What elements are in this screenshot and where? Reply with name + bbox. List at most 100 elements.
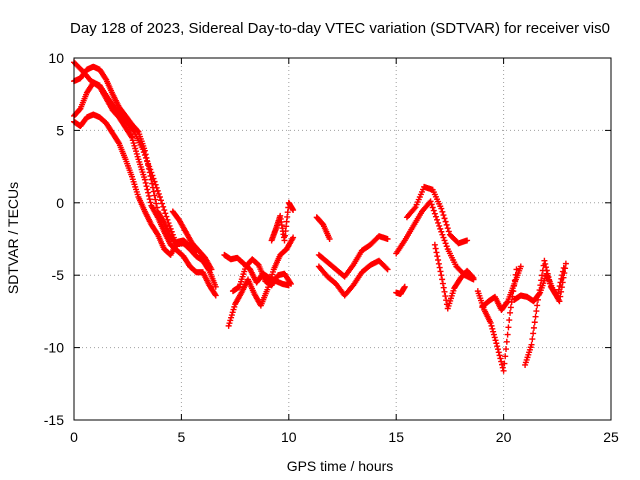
series-segment-16-19-h-lower <box>431 241 477 312</box>
data-point <box>148 169 155 176</box>
data-point <box>160 203 167 210</box>
data-point <box>212 283 219 290</box>
data-point <box>496 352 503 359</box>
series-segment-11-15-h-lower <box>315 257 391 299</box>
data-point <box>134 153 141 160</box>
series-segment-15-19-h-upper <box>403 183 471 247</box>
data-point <box>150 188 157 195</box>
data-point <box>430 207 437 214</box>
data-point <box>142 179 149 186</box>
data-point <box>441 288 448 295</box>
data-point <box>173 240 180 247</box>
x-tick-label: 10 <box>281 429 297 445</box>
data-point <box>440 284 447 291</box>
data-point <box>434 216 441 223</box>
plot-frame <box>73 57 612 421</box>
data-point <box>441 237 448 244</box>
data-point <box>133 148 140 155</box>
data-point <box>440 212 447 219</box>
data-point <box>170 234 177 241</box>
data-point <box>439 208 446 215</box>
data-point <box>144 186 151 193</box>
data-point <box>533 308 540 315</box>
data-point <box>227 317 234 324</box>
data-point <box>517 263 524 270</box>
data-point <box>543 264 550 271</box>
data-point <box>211 291 218 298</box>
data-point <box>431 241 438 248</box>
data-point <box>147 199 154 206</box>
data-point <box>493 340 500 347</box>
data-point <box>151 192 158 199</box>
data-point <box>401 283 408 290</box>
data-point <box>439 280 446 287</box>
data-point <box>561 270 568 277</box>
data-point <box>434 253 441 260</box>
data-point <box>560 274 567 281</box>
data-point <box>558 288 565 295</box>
data-point <box>132 145 139 152</box>
x-tick-label: 15 <box>388 429 404 445</box>
data-point <box>139 146 146 153</box>
data-point <box>489 325 496 332</box>
data-point <box>490 331 497 338</box>
data-point <box>498 358 505 365</box>
data-point <box>442 240 449 247</box>
data-point <box>146 163 153 170</box>
data-point <box>231 303 238 310</box>
y-tick-label: 0 <box>56 195 64 211</box>
data-point <box>503 346 510 353</box>
data-point <box>150 175 157 182</box>
data-point <box>128 133 135 140</box>
data-point <box>436 264 443 271</box>
data-point <box>439 276 446 283</box>
data-point <box>145 160 152 167</box>
data-point <box>164 216 171 223</box>
data-point <box>225 322 232 329</box>
data-point <box>171 237 178 244</box>
x-tick-label: 20 <box>496 429 512 445</box>
data-point <box>469 274 476 281</box>
data-point <box>531 319 538 326</box>
data-point <box>435 260 442 267</box>
series-segment-15-19-h <box>393 198 477 283</box>
data-point <box>147 166 154 173</box>
data-point <box>433 249 440 256</box>
series-segment-11-15-h-start <box>313 214 333 242</box>
series-segment-21-23-h-upper <box>511 260 569 305</box>
data-point <box>149 172 156 179</box>
series-segment-15-h-dip <box>393 283 408 298</box>
y-axis-ticks: -15 -10 -5 0 5 10 <box>44 50 611 428</box>
data-point <box>441 215 448 222</box>
y-axis-title: SDTVAR / TECUs <box>5 182 21 294</box>
data-point <box>532 313 539 320</box>
data-point <box>507 304 514 311</box>
y-tick-label: -10 <box>44 340 64 356</box>
data-point <box>326 236 333 242</box>
data-point <box>142 154 149 161</box>
data-point <box>436 222 443 229</box>
data-point <box>130 140 137 147</box>
data-point <box>144 157 151 164</box>
data-point <box>154 187 161 194</box>
data-point <box>167 225 174 232</box>
data-point <box>502 353 509 360</box>
data-point <box>290 207 297 214</box>
data-point <box>143 183 150 190</box>
data-point <box>208 266 215 273</box>
data-point <box>437 225 444 232</box>
data-point <box>290 234 297 241</box>
data-point <box>229 309 236 316</box>
data-point <box>228 312 235 319</box>
data-point <box>438 228 445 235</box>
y-tick-label: -5 <box>52 267 65 283</box>
data-point <box>488 322 495 329</box>
data-point <box>169 231 176 238</box>
data-point <box>501 360 508 367</box>
x-tick-label: 5 <box>178 429 186 445</box>
data-point <box>287 279 294 286</box>
data-point <box>491 334 498 341</box>
data-point <box>556 298 563 305</box>
